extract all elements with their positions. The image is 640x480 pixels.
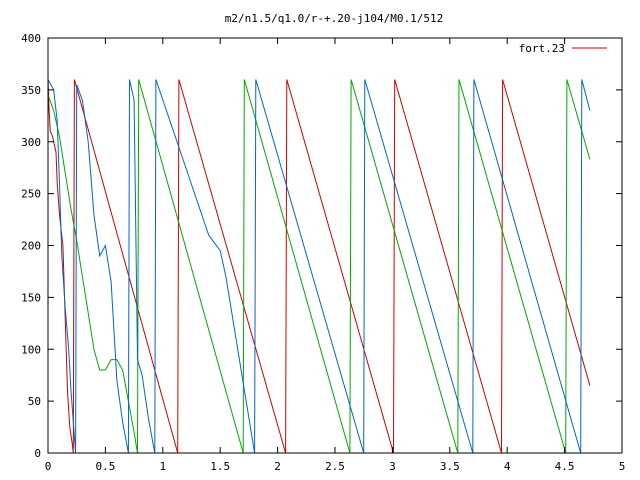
x-tick-label: 4 — [504, 460, 511, 473]
y-tick-label: 150 — [21, 291, 41, 304]
chart-title: m2/n1.5/q1.0/r-+.20-j104/M0.1/512 — [225, 12, 444, 25]
y-tick-label: 200 — [21, 240, 41, 253]
x-tick-label: 5 — [619, 460, 626, 473]
x-axis: 0 0.5 1 1.5 2 2.5 3 3.5 4 4.5 5 — [45, 38, 626, 473]
x-tick-label: 0.5 — [95, 460, 115, 473]
x-tick-label: 2.5 — [325, 460, 345, 473]
y-tick-label: 50 — [28, 395, 41, 408]
x-tick-label: 3 — [389, 460, 396, 473]
series-line-1 — [47, 79, 591, 454]
y-tick-label: 100 — [21, 343, 41, 356]
y-tick-label: 400 — [21, 32, 41, 45]
series-line-2 — [47, 79, 591, 454]
y-tick-label: 250 — [21, 188, 41, 201]
y-tick-label: 350 — [21, 84, 41, 97]
x-tick-label: 1 — [159, 460, 166, 473]
x-tick-label: 1.5 — [210, 460, 230, 473]
x-tick-label: 4.5 — [555, 460, 575, 473]
y-tick-label: 300 — [21, 136, 41, 149]
x-tick-label: 3.5 — [440, 460, 460, 473]
x-tick-label: 0 — [45, 460, 52, 473]
legend-label: fort.23 — [519, 42, 565, 55]
x-tick-label: 2 — [274, 460, 281, 473]
y-axis: 0 50 100 150 200 250 300 350 400 — [21, 32, 622, 460]
legend: fort.23 — [519, 42, 607, 55]
y-tick-label: 0 — [34, 447, 41, 460]
